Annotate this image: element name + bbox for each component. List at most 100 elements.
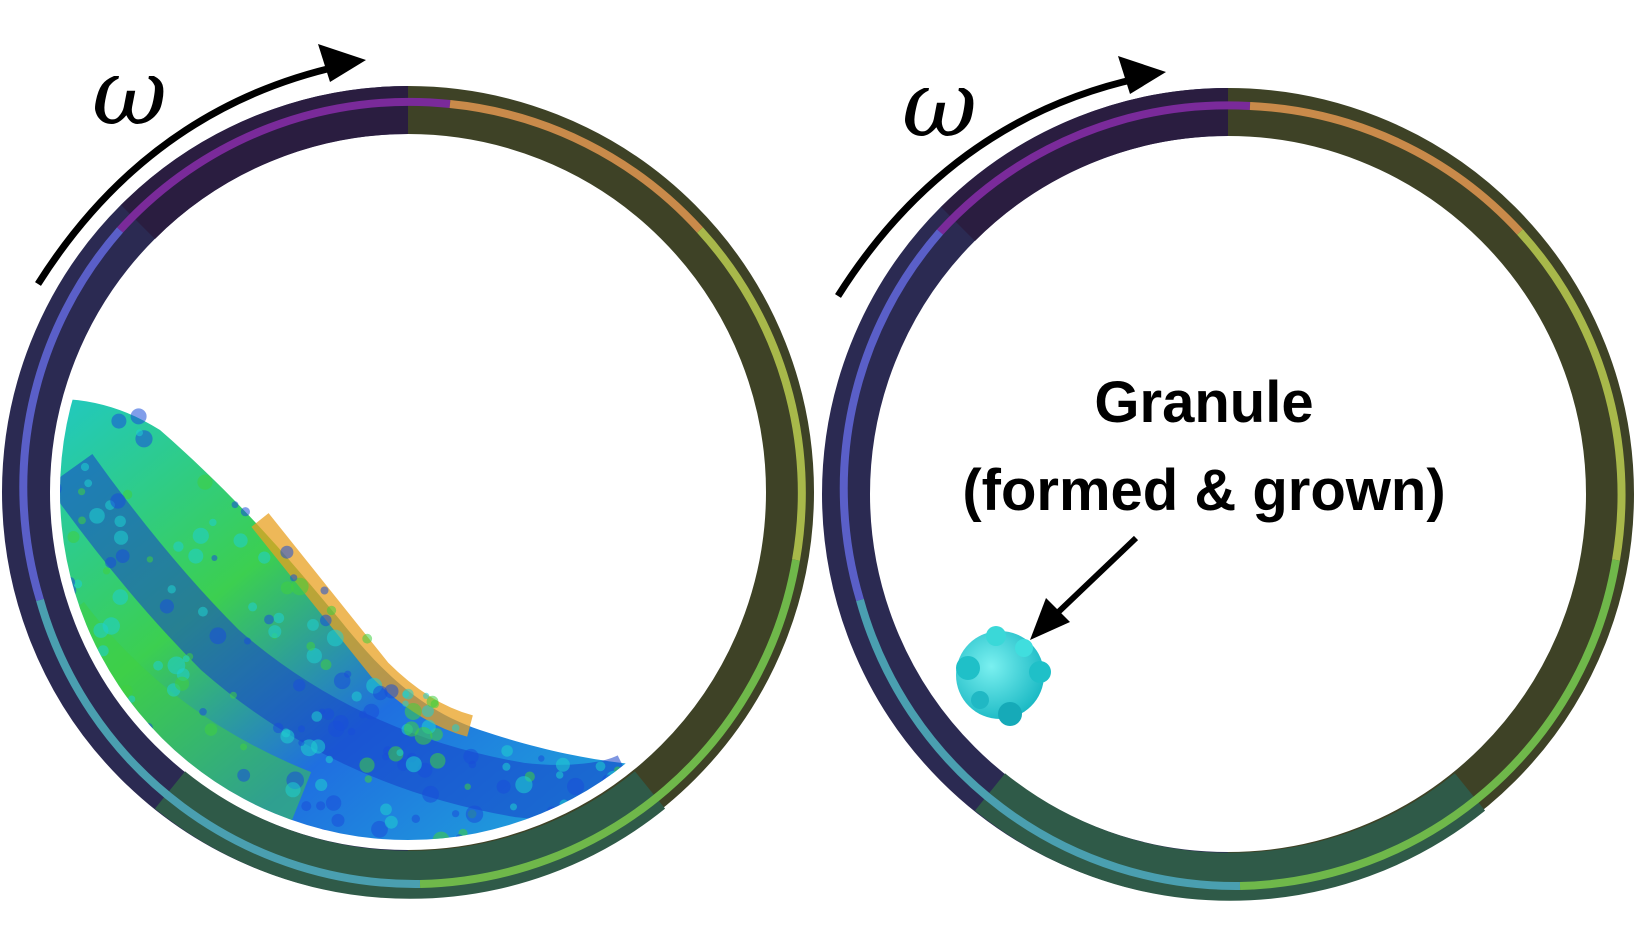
particle [182,655,190,663]
particle [411,814,420,823]
particle [607,873,616,882]
particle [510,803,517,811]
particle [153,660,164,671]
particle [351,691,362,702]
particle [463,748,479,765]
particle-bed-surface-orange [251,513,474,737]
particle [501,745,513,757]
right-drum-ring-bottom [974,773,1486,901]
left-drum-rim-green [419,559,800,888]
particle [204,723,218,736]
particle [36,873,49,886]
left-drum-rim-blue [19,227,124,602]
particle [244,637,251,645]
particle [114,515,126,527]
particle [316,801,326,811]
particle [60,780,75,798]
particle [237,768,251,782]
particle [402,690,410,698]
particle [452,810,460,818]
particle [111,413,127,429]
particle [333,715,349,731]
right-drum-rim-teal [856,598,1241,891]
particle [136,429,143,437]
particle [567,777,585,796]
particle [273,612,285,624]
particle [451,724,460,732]
particle [311,711,323,722]
particle [595,761,606,772]
particle [306,648,322,664]
particle [422,785,439,803]
particle [273,722,284,734]
particle [315,778,328,792]
right-omega-symbol: ω [902,51,977,158]
left-drum-ring-bottom [154,771,666,899]
particle [579,865,594,880]
granule-pointer-arrow [1047,535,1139,623]
right-drum-rim-orange [1249,102,1523,235]
particle [194,868,200,874]
particle [152,854,165,867]
right-drum: Granule (formed & grown) ω [822,51,1634,901]
particle [78,516,86,525]
particle [307,619,319,631]
particle [298,739,305,747]
particle [199,708,207,716]
particle [195,867,206,878]
particle [248,602,258,612]
left-drum: ω [2,39,814,899]
left-rotation-arrowhead [318,44,366,82]
particle [326,629,344,647]
particle [143,815,157,828]
particle [82,830,89,837]
particle [240,743,248,751]
particle [347,727,356,736]
particle [382,753,390,761]
particle [233,533,248,548]
right-rotation-arrowhead [1118,56,1166,94]
particle [556,771,564,779]
particle [612,883,621,892]
particle [146,556,154,563]
particle [114,530,129,545]
particle [558,878,569,889]
particle [147,868,156,877]
particle [306,641,316,651]
particle [331,813,345,827]
particle [93,622,109,638]
particle [122,489,133,500]
particle [86,760,102,776]
particle [231,501,239,509]
right-drum-rim-blue [839,229,944,602]
particle [465,805,484,823]
particle [268,625,282,639]
particle [555,757,570,772]
particle [426,695,439,708]
particle [421,705,434,718]
particle [110,493,126,509]
left-drum-rim-purple [117,97,451,233]
particle [325,795,342,811]
particle [174,676,190,691]
particle [102,808,119,825]
particle [291,577,309,596]
particle [320,659,332,671]
particle [105,557,117,569]
right-drum-rim-yellowgreen [1517,229,1626,561]
particle [380,803,392,816]
particle [364,775,372,783]
right-rotation-arrow [835,74,1141,298]
left-omega-symbol: ω [92,39,167,146]
particle [326,605,337,616]
particle [128,695,136,703]
particle [320,614,332,627]
particle [496,779,511,794]
particle [159,599,174,614]
right-drum-rim-green [1239,559,1620,890]
particle [320,586,329,595]
particle [135,878,146,889]
particle [363,703,380,720]
particle [311,739,326,754]
